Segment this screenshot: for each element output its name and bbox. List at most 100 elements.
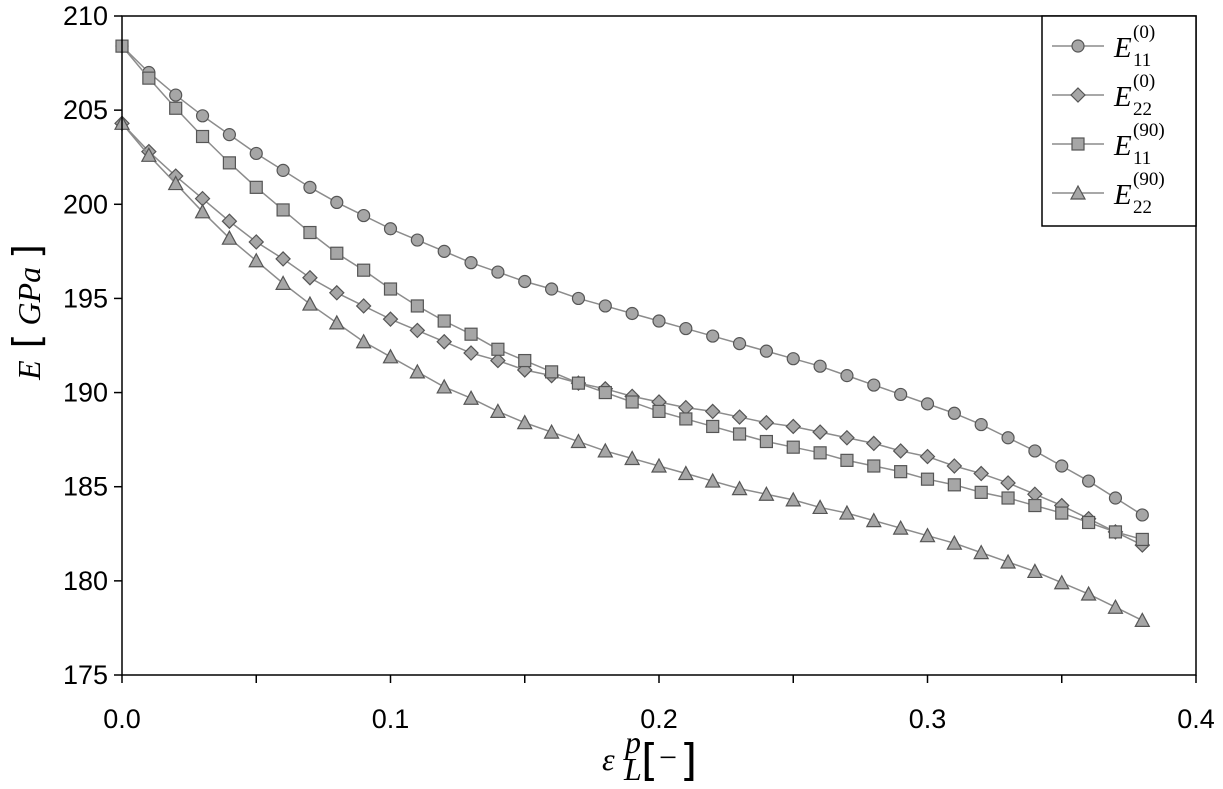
data-point-E11(0) — [491, 265, 505, 279]
y-axis-unit: GPa — [11, 267, 47, 326]
legend-marker-triangle — [1069, 184, 1087, 200]
data-point-E11(90) — [383, 282, 398, 296]
series-line-E22(90) — [121, 122, 1143, 622]
x-axis-symbol: ε — [602, 741, 615, 777]
data-point-E11(0) — [1108, 491, 1123, 505]
data-point-E11(0) — [867, 378, 881, 392]
y-tick-label: 200 — [63, 189, 108, 219]
x-axis-sub: L — [623, 751, 642, 787]
data-point-E11(0) — [249, 146, 263, 161]
x-tick-label: 0.2 — [640, 704, 678, 734]
data-point-E11(0) — [195, 109, 210, 123]
data-point-E11(90) — [920, 472, 935, 486]
series-line-E11(0) — [121, 45, 1143, 516]
series-line-E11(90) — [121, 45, 1143, 541]
legend-entry-E11(0): E 11 (0) — [1052, 22, 1155, 71]
data-point-E22(0) — [302, 269, 318, 286]
data-point-E11(90) — [276, 203, 290, 217]
data-point-E22(90) — [919, 527, 936, 543]
data-point-E11(0) — [894, 387, 908, 402]
data-point-E22(90) — [1053, 574, 1070, 590]
data-point-E11(90) — [947, 478, 961, 492]
data-point-E22(0) — [892, 443, 909, 459]
legend-label-sup: (0) — [1133, 71, 1155, 92]
data-point-E22(90) — [650, 457, 668, 473]
y-tick-label: 195 — [63, 283, 108, 313]
data-point-E11(0) — [410, 233, 424, 247]
data-point-E11(90) — [652, 404, 666, 418]
data-point-E11(0) — [464, 256, 478, 270]
data-point-E22(90) — [221, 229, 238, 245]
data-point-E22(0) — [355, 298, 372, 314]
data-point-E22(90) — [704, 472, 721, 488]
data-point-E22(0) — [328, 284, 345, 301]
x-tick-label: 0.0 — [103, 704, 141, 734]
data-point-E22(0) — [812, 424, 828, 440]
data-point-E22(90) — [355, 333, 372, 349]
data-point-E11(90) — [894, 465, 908, 479]
data-point-E11(90) — [598, 385, 612, 400]
data-point-E22(0) — [436, 333, 453, 350]
data-point-E11(0) — [813, 359, 827, 373]
data-point-E22(90) — [1107, 598, 1124, 614]
data-point-E11(90) — [840, 453, 854, 467]
data-point-E11(90) — [1028, 498, 1042, 513]
data-point-E11(90) — [195, 129, 210, 144]
legend-label-main: E — [1113, 81, 1132, 113]
data-point-E11(90) — [169, 101, 183, 115]
data-point-E11(90) — [1081, 515, 1096, 530]
legend-label-sup: (0) — [1133, 22, 1155, 43]
legend-entry-E22(90): E 22 (90) — [1052, 169, 1165, 218]
data-point-E11(0) — [437, 244, 451, 258]
data-point-E11(90) — [625, 395, 639, 409]
x-axis-unit: − — [659, 739, 677, 775]
x-axis-title: ε p L [ − ] — [602, 724, 697, 787]
data-point-E11(90) — [410, 299, 424, 313]
data-point-E11(90) — [464, 327, 478, 341]
data-point-E22(90) — [382, 348, 399, 364]
series-E11(90) — [115, 39, 1149, 547]
data-point-E22(90) — [1026, 563, 1043, 579]
data-point-E11(0) — [706, 329, 720, 343]
data-point-E22(90) — [731, 480, 748, 496]
svg-text:[: [ — [641, 735, 658, 786]
data-point-E11(0) — [383, 222, 398, 236]
data-point-E11(0) — [169, 88, 183, 102]
x-tick-label: 0.4 — [1177, 704, 1215, 734]
data-point-E11(90) — [142, 71, 156, 85]
data-point-E22(90) — [1134, 612, 1151, 627]
legend: E 11(0)E 22(0)E 11(90)E 22(90) — [1041, 15, 1197, 227]
data-point-E11(0) — [1001, 431, 1015, 445]
data-point-E11(0) — [679, 321, 693, 336]
data-point-E11(90) — [1001, 491, 1015, 505]
data-point-E22(90) — [1080, 585, 1097, 601]
y-tick-label: 180 — [63, 566, 108, 596]
data-point-E22(90) — [275, 275, 292, 290]
y-tick-label: 210 — [63, 1, 108, 31]
data-point-E22(90) — [677, 465, 694, 481]
data-point-E22(90) — [543, 423, 560, 439]
y-tick-label: 205 — [63, 95, 108, 125]
data-point-E22(90) — [785, 491, 802, 507]
data-point-E22(90) — [865, 512, 882, 528]
series-E22(0) — [114, 115, 1151, 553]
data-point-E11(90) — [679, 412, 693, 426]
data-point-E11(0) — [1135, 508, 1149, 522]
data-point-E22(90) — [436, 378, 453, 394]
data-point-E22(0) — [382, 311, 399, 327]
data-point-E11(0) — [947, 406, 961, 420]
data-point-E22(0) — [785, 418, 802, 435]
legend-label-main: E — [1113, 179, 1132, 211]
data-point-E22(0) — [248, 234, 265, 250]
data-point-E22(90) — [946, 534, 963, 550]
data-point-E22(90) — [516, 414, 533, 430]
data-point-E11(90) — [491, 342, 505, 356]
axis-layer: 175 180 185 190 195 200 205 210 0.0 0.1 0.2 0.3 0.4 — [63, 1, 1215, 734]
data-point-E22(0) — [490, 352, 506, 369]
data-point-E11(0) — [357, 208, 371, 223]
data-point-E11(0) — [652, 314, 666, 328]
legend-label-sub: 11 — [1133, 148, 1151, 169]
data-point-E11(90) — [786, 440, 800, 454]
data-point-E11(90) — [571, 376, 586, 390]
